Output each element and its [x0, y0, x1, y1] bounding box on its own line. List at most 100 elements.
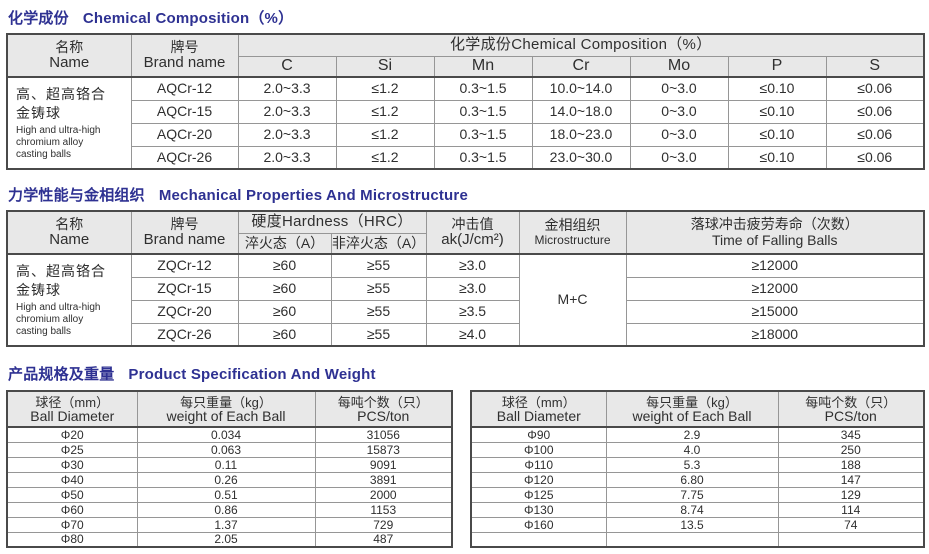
weight-cell-empty	[605, 531, 779, 548]
quenched-value-cell: ≥60	[237, 299, 332, 324]
microstructure-header-en: Microstructure	[534, 232, 611, 247]
pcs-cell: 9091	[314, 456, 453, 473]
weight-header-en: weight of Each Ball	[632, 407, 752, 424]
weight-cell: 2.9	[605, 426, 779, 443]
fatigue-header-zh: 落球冲击疲劳寿命（次数）	[690, 216, 859, 233]
name-header-zh: 名称	[55, 38, 84, 55]
name-header-en: Name	[49, 230, 90, 248]
weight-cell: 4.0	[605, 441, 779, 458]
diameter-cell: Φ110	[470, 456, 607, 473]
product-name-en: High and ultra-high chromium alloy casting…	[16, 301, 101, 337]
fatigue-value-cell: ≥15000	[625, 299, 925, 324]
product-name-zh: 高、超高铬合 金铸球	[16, 86, 106, 121]
diameter-header-zh: 球径（mm）	[35, 394, 110, 410]
value-cell-s: ≤0.06	[825, 76, 925, 101]
impact-value-cell: ≥3.0	[425, 276, 520, 301]
weight-cell: 0.51	[136, 486, 316, 503]
diameter-cell: Φ40	[6, 471, 138, 488]
impact-value-cell: ≥3.0	[425, 253, 520, 278]
pcs-cell: 250	[777, 441, 925, 458]
name-header-cell: 名称 Name	[6, 210, 132, 255]
diameter-cell: Φ130	[470, 501, 607, 518]
diameter-cell: Φ100	[470, 441, 607, 458]
diameter-cell: Φ20	[6, 426, 138, 443]
brand-cell: ZQCr-12	[130, 253, 239, 278]
impact-header-en: ak(J/cm²)	[441, 230, 504, 248]
value-cell-cr: 10.0~14.0	[531, 76, 631, 101]
fatigue-value-cell: ≥12000	[625, 253, 925, 278]
weight-cell: 2.05	[136, 531, 316, 548]
element-header-Si: Si	[335, 55, 435, 78]
unquenched-value-cell: ≥55	[330, 299, 427, 324]
weight-cell: 0.26	[136, 471, 316, 488]
element-header-C: C	[237, 55, 337, 78]
pcs-cell: 3891	[314, 471, 453, 488]
pcs-cell: 487	[314, 531, 453, 548]
spec-weight-table-right: 球径（mm） Ball Diameter 每只重量（kg） weight of …	[470, 390, 925, 548]
impact-value-cell: ≥3.5	[425, 299, 520, 324]
fatigue-value-cell: ≥18000	[625, 322, 925, 347]
value-cell-s: ≤0.06	[825, 145, 925, 170]
microstructure-value-cell: M+C	[518, 253, 627, 347]
weight-header-cell: 每只重量（kg） weight of Each Ball	[605, 390, 779, 428]
value-cell-c: 2.0~3.3	[237, 99, 337, 124]
weight-header-zh: 每只重量（kg）	[646, 394, 738, 410]
pcs-cell: 15873	[314, 441, 453, 458]
weight-header-cell: 每只重量（kg） weight of Each Ball	[136, 390, 316, 428]
value-cell-cr: 23.0~30.0	[531, 145, 631, 170]
brand-cell: AQCr-12	[130, 76, 239, 101]
diameter-header-cell: 球径（mm） Ball Diameter	[470, 390, 607, 428]
value-cell-mo: 0~3.0	[629, 76, 729, 101]
fatigue-value-cell: ≥12000	[625, 276, 925, 301]
pcs-cell: 147	[777, 471, 925, 488]
value-cell-si: ≤1.2	[335, 99, 435, 124]
element-header-Mn: Mn	[433, 55, 533, 78]
diameter-header-en: Ball Diameter	[496, 407, 581, 424]
value-cell-mn: 0.3~1.5	[433, 99, 533, 124]
diameter-header-cell: 球径（mm） Ball Diameter	[6, 390, 138, 428]
value-cell-s: ≤0.06	[825, 122, 925, 147]
section-heading-mechanical-zh: 力学性能与金相组织	[8, 187, 145, 204]
element-header-Cr: Cr	[531, 55, 631, 78]
diameter-cell-empty	[470, 531, 607, 548]
quenched-value-cell: ≥60	[237, 253, 332, 278]
brand-header-en: Brand name	[143, 230, 226, 248]
pcs-header-en: PCS/ton	[357, 407, 410, 424]
quenched-value-cell: ≥60	[237, 276, 332, 301]
unquenched-header-cell: 非淬火态（A）	[330, 232, 427, 255]
weight-cell: 0.11	[136, 456, 316, 473]
diameter-cell: Φ90	[470, 426, 607, 443]
value-cell-si: ≤1.2	[335, 76, 435, 101]
name-header-cell: 名称 Name	[6, 33, 132, 78]
weight-header-en: weight of Each Ball	[166, 407, 286, 424]
value-cell-mn: 0.3~1.5	[433, 122, 533, 147]
brand-header-en: Brand name	[143, 53, 226, 71]
weight-cell: 7.75	[605, 486, 779, 503]
diameter-cell: Φ50	[6, 486, 138, 503]
name-header-zh: 名称	[55, 215, 84, 232]
hardness-span-header-cell: 硬度Hardness（HRC）	[237, 210, 427, 234]
section-heading-chemical-en: Chemical Composition（%）	[82, 10, 294, 27]
diameter-cell: Φ30	[6, 456, 138, 473]
value-cell-p: ≤0.10	[727, 99, 827, 124]
unquenched-value-cell: ≥55	[330, 253, 427, 278]
brand-header-cell: 牌号 Brand name	[130, 210, 239, 255]
pcs-cell: 729	[314, 516, 453, 533]
element-header-S: S	[825, 55, 925, 78]
spec-weight-table-left: 球径（mm） Ball Diameter 每只重量（kg） weight of …	[6, 390, 453, 548]
pcs-cell: 31056	[314, 426, 453, 443]
section-heading-spec-zh: 产品规格及重量	[8, 366, 115, 383]
brand-cell: ZQCr-15	[130, 276, 239, 301]
section-heading-chemical: 化学成份 Chemical Composition（%）	[8, 7, 293, 28]
element-header-Mo: Mo	[629, 55, 729, 78]
value-cell-p: ≤0.10	[727, 122, 827, 147]
diameter-header-en: Ball Diameter	[30, 407, 115, 424]
brand-header-cell: 牌号 Brand name	[130, 33, 239, 78]
composition-span-header-cell: 化学成份Chemical Composition（%）	[237, 33, 925, 57]
weight-header-zh: 每只重量（kg）	[180, 394, 272, 410]
quenched-value-cell: ≥60	[237, 322, 332, 347]
impact-header-zh: 冲击值	[451, 215, 494, 232]
pcs-cell: 188	[777, 456, 925, 473]
brand-cell: ZQCr-26	[130, 322, 239, 347]
